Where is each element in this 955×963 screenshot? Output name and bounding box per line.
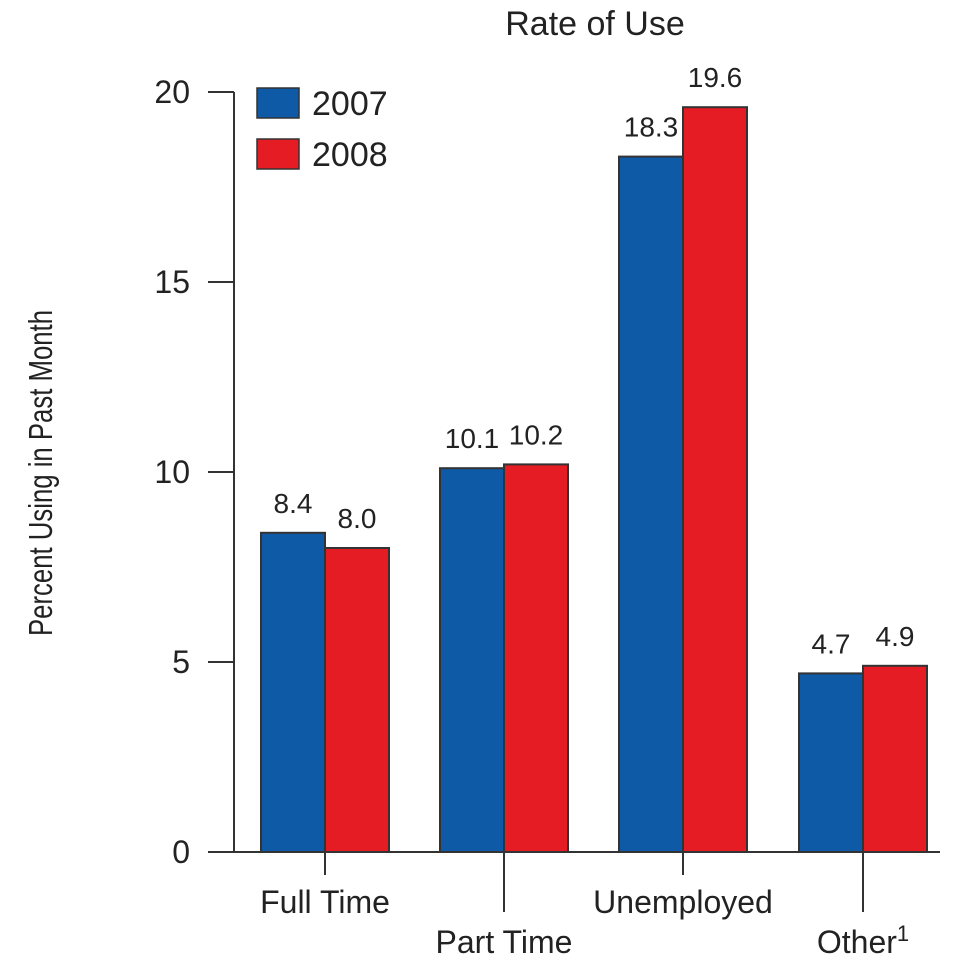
x-tick-label-part-time: Part Time (436, 924, 573, 958)
bar-value-label: 4.7 (812, 628, 851, 659)
bar-value-label: 8.4 (274, 488, 313, 519)
bar-value-label: 19.6 (688, 62, 743, 93)
x-tick-label-text: Other (817, 924, 897, 958)
plot-area: 0 5 10 15 20 8.4 8.0 10.1 10.2 18.3 19.6 4.7 4.9 Full… (154, 62, 940, 960)
bar-2008-full-time (324, 547, 390, 853)
y-axis-label: Percent Using in Past Month (23, 310, 60, 636)
bar-value-label: 18.3 (624, 112, 679, 143)
y-tick-label: 0 (172, 834, 190, 870)
chart-title: Rate of Use (505, 5, 685, 43)
legend-swatch-2007 (256, 87, 300, 119)
bar-value-label: 10.1 (445, 423, 500, 454)
legend-label-2008: 2008 (312, 136, 388, 174)
bar-2007-full-time (260, 531, 326, 853)
x-tick-label-other: Other1 (817, 921, 909, 958)
x-tick-label-unemployed: Unemployed (593, 884, 773, 920)
bar-2007-unemployed (618, 155, 684, 854)
bar-2008-unemployed (682, 106, 748, 853)
y-tick-label: 15 (154, 264, 190, 300)
bar-2008-other (862, 664, 928, 853)
y-tick-label: 10 (154, 454, 190, 490)
legend: 2007 2008 (256, 85, 388, 174)
x-tick-label-text: Part Time (436, 924, 573, 958)
legend-label-2007: 2007 (312, 85, 388, 123)
bar-2007-part-time (439, 467, 505, 853)
bar-2008-part-time (503, 463, 569, 853)
bar-value-label: 10.2 (509, 419, 564, 450)
bar-value-label: 4.9 (876, 621, 915, 652)
x-tick-label-full-time: Full Time (260, 884, 390, 920)
x-tick-label-text: Full Time (260, 884, 390, 920)
x-tick-label-text: Unemployed (593, 884, 773, 920)
bar-2007-other (798, 672, 864, 854)
legend-swatch-2008 (256, 138, 300, 170)
y-tick-label: 5 (172, 644, 190, 680)
x-tick-footnote: 1 (897, 921, 909, 946)
bar-value-label: 8.0 (338, 503, 377, 534)
y-tick-label: 20 (154, 74, 190, 110)
